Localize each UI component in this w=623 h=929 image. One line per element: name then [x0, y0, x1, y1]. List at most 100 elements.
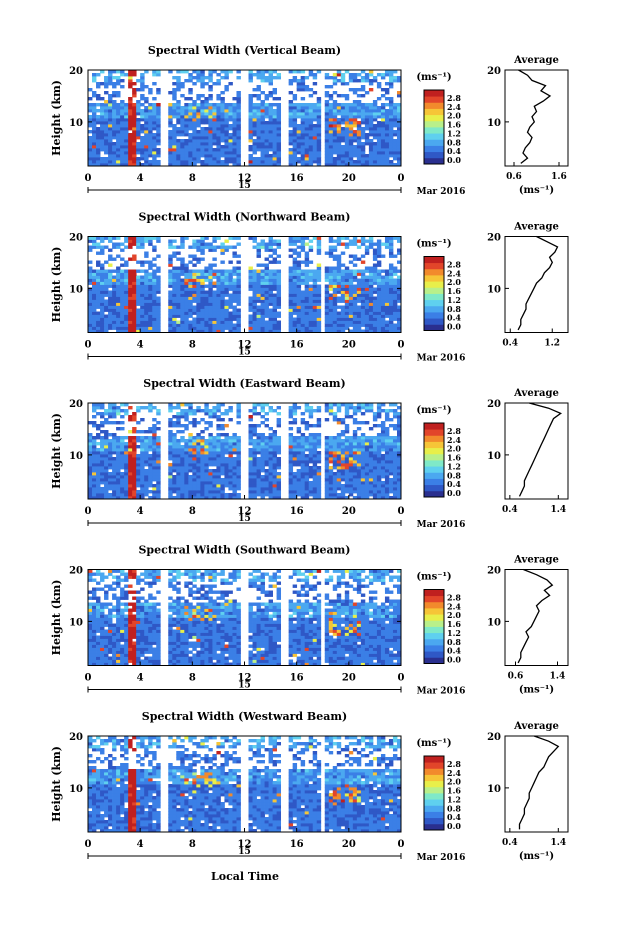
heatmap-cell: [388, 275, 394, 279]
heatmap-cell: [376, 469, 382, 473]
heatmap-cell: [188, 115, 193, 119]
heatmap-cell: [384, 445, 390, 449]
heatmap-cell: [196, 97, 201, 101]
heatmap-cell: [216, 154, 221, 158]
heatmap-cell: [220, 496, 225, 500]
heatmap-cell: [364, 106, 370, 110]
heatmap-cell: [172, 448, 177, 452]
heatmap-cell: [376, 481, 382, 485]
heatmap-cell: [100, 487, 105, 491]
heatmap-cell: [200, 311, 205, 315]
heatmap-cell: [152, 124, 157, 128]
heatmap-cell: [352, 287, 358, 291]
heatmap-cell: [296, 82, 302, 86]
heatmap-cell: [120, 142, 125, 146]
heatmap-cell: [96, 236, 101, 240]
heatmap-cell: [108, 248, 113, 252]
heatmap-cell: [204, 445, 209, 449]
heatmap-cell: [192, 469, 197, 473]
heatmap-cell: [96, 284, 101, 288]
heatmap-cell: [236, 124, 241, 128]
heatmap-cell: [260, 109, 265, 113]
heatmap-cell: [264, 490, 269, 494]
heatmap-cell: [168, 269, 173, 273]
heatmap-cell: [132, 311, 137, 315]
heatmap-cell: [264, 97, 269, 101]
heatmap-cell: [368, 272, 374, 276]
heatmap-cell: [268, 157, 273, 161]
heatmap-cell: [348, 466, 354, 470]
heatmap-cell: [140, 124, 145, 128]
heatmap-cell: [356, 281, 362, 285]
heatmap-cell: [208, 263, 213, 267]
heatmap-cell: [248, 100, 253, 104]
heatmap-cell: [100, 469, 105, 473]
heatmap-cell: [212, 124, 217, 128]
heatmap-cell: [152, 484, 157, 488]
heatmap-cell: [216, 275, 221, 279]
heatmap-cell: [312, 109, 318, 113]
heatmap-cell: [364, 133, 370, 137]
heatmap-cell: [128, 136, 133, 140]
heatmap-cell: [260, 281, 265, 285]
heatmap-cell: [264, 115, 269, 119]
heatmap-cell: [136, 493, 141, 497]
heatmap-cell: [388, 70, 394, 74]
heatmap-cell: [112, 490, 117, 494]
x-tick-label: 20: [342, 340, 356, 351]
heatmap-cell: [172, 326, 177, 330]
heatmap-cell: [228, 320, 233, 324]
heatmap-cell: [264, 269, 269, 273]
heatmap-cell: [232, 442, 237, 446]
heatmap-cell: [252, 151, 257, 155]
heatmap-cell: [292, 281, 298, 285]
heatmap-cell: [92, 439, 97, 443]
heatmap-cell: [152, 451, 157, 455]
heatmap-cell: [336, 451, 342, 455]
heatmap-cell: [256, 118, 261, 122]
heatmap-cell: [128, 493, 133, 497]
heatmap-cell: [232, 469, 237, 473]
heatmap-cell: [144, 260, 149, 264]
heatmap-cell: [232, 251, 237, 255]
heatmap-cell: [144, 124, 149, 128]
heatmap-cell: [120, 79, 125, 83]
heatmap-cell: [328, 127, 334, 131]
heatmap-cell: [156, 109, 161, 113]
heatmap-cell: [252, 475, 257, 479]
heatmap-cell: [116, 79, 121, 83]
heatmap-cell: [128, 478, 133, 482]
heatmap-cell: [328, 460, 334, 464]
heatmap-cell: [116, 302, 121, 306]
heatmap-cell: [212, 133, 217, 137]
heatmap-cell: [92, 142, 97, 146]
heatmap-cell: [264, 445, 269, 449]
heatmap-cell: [296, 460, 302, 464]
heatmap-cell: [392, 323, 398, 327]
heatmap-cell: [356, 469, 362, 473]
heatmap-cell: [384, 293, 390, 297]
heatmap-cell: [92, 448, 97, 452]
heatmap-cell: [148, 154, 153, 158]
heatmap-cell: [88, 139, 93, 143]
heatmap-cell: [220, 160, 225, 164]
heatmap-cell: [340, 290, 346, 294]
heatmap-cell: [148, 115, 153, 119]
heatmap-cell: [260, 290, 265, 294]
heatmap-cell: [108, 145, 113, 149]
heatmap-cell: [100, 97, 105, 101]
heatmap-cell: [340, 160, 346, 164]
heatmap-cell: [288, 269, 294, 273]
heatmap-cell: [292, 311, 298, 315]
heatmap-cell: [300, 88, 306, 92]
heatmap-cell: [288, 481, 294, 485]
heatmap-cell: [292, 472, 298, 476]
heatmap-cell: [188, 293, 193, 297]
heatmap-cell: [168, 115, 173, 119]
heatmap-cell: [236, 475, 241, 479]
heatmap-cell: [144, 448, 149, 452]
heatmap-cell: [296, 245, 302, 249]
heatmap-cell: [364, 284, 370, 288]
heatmap-cell: [96, 142, 101, 146]
heatmap-cell: [156, 296, 161, 300]
